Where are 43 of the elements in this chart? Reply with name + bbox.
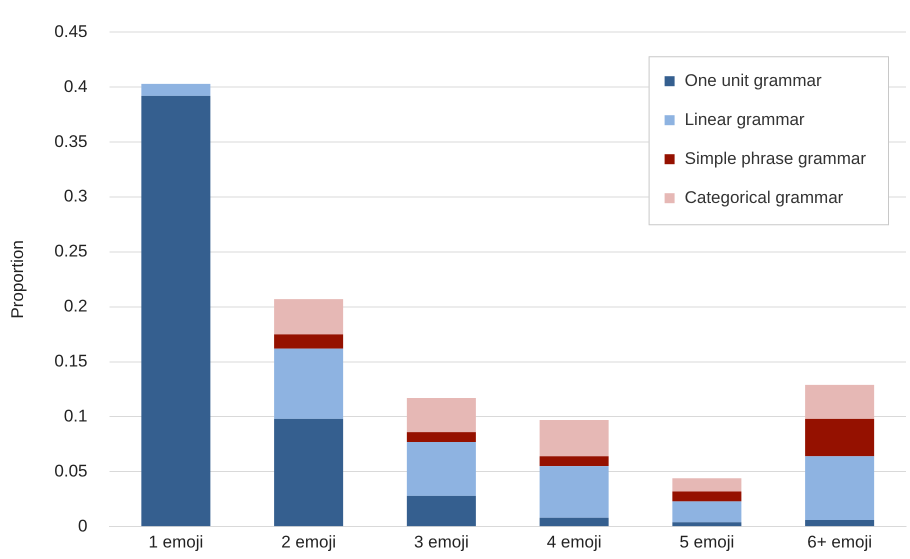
y-tick-label: 0	[78, 516, 88, 536]
x-tick-label: 6+ emoji	[807, 532, 872, 552]
legend-label: Linear grammar	[684, 110, 805, 129]
bar	[672, 478, 742, 492]
bar	[540, 420, 609, 456]
y-tick-label: 0.4	[64, 76, 88, 96]
bar	[406, 442, 476, 496]
legend-label: One unit grammar	[684, 70, 822, 90]
bar	[406, 398, 476, 432]
bar	[805, 418, 874, 456]
bar	[274, 348, 344, 419]
legend-label: Simple phrase grammar	[684, 148, 866, 168]
x-tick-label: 2 emoji	[281, 532, 336, 552]
y-axis-title: Proportion	[8, 240, 27, 319]
bar	[672, 522, 742, 526]
bar	[274, 418, 344, 526]
y-tick-label: 0.1	[64, 406, 88, 426]
bar	[406, 496, 476, 526]
bar	[274, 334, 344, 349]
bar	[141, 84, 210, 96]
bar	[540, 466, 609, 518]
bar	[274, 299, 344, 334]
bar	[805, 384, 874, 419]
y-tick-label: 0.45	[54, 22, 88, 41]
bar	[805, 456, 874, 520]
bar	[672, 491, 742, 502]
bar	[406, 432, 476, 442]
y-tick-label: 0.3	[64, 186, 88, 206]
y-tick-label: 0.2	[64, 296, 88, 316]
bar	[672, 501, 742, 522]
bar	[540, 456, 609, 466]
x-tick-label: 1 emoji	[148, 532, 204, 552]
x-tick-label: 5 emoji	[679, 532, 734, 552]
bar	[540, 518, 609, 526]
bar	[141, 96, 210, 526]
x-tick-label: 4 emoji	[546, 532, 602, 552]
y-tick-label: 0.05	[54, 461, 88, 480]
y-tick-label: 0.35	[54, 132, 88, 151]
y-tick-label: 0.15	[54, 351, 88, 370]
y-tick-label: 0.25	[54, 242, 88, 261]
legend-label: Categorical grammar	[684, 188, 844, 207]
bar	[805, 520, 874, 526]
x-tick-label: 3 emoji	[414, 532, 469, 552]
